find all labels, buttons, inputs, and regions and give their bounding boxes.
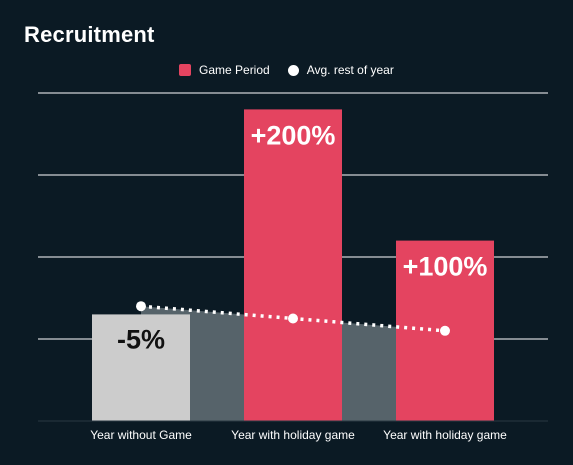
legend: Game Period Avg. rest of year — [179, 63, 412, 77]
data-label: +200% — [251, 120, 336, 150]
avg-point — [440, 325, 450, 336]
avg-point — [136, 301, 146, 312]
legend-item-game-period[interactable]: Game Period — [179, 63, 270, 77]
legend-swatch-dot — [287, 64, 299, 76]
data-label: -5% — [117, 324, 165, 354]
avg-point — [288, 313, 298, 324]
bar — [92, 314, 190, 421]
legend-swatch-bar — [179, 64, 191, 76]
x-tick-label: Year with holiday game — [231, 428, 355, 442]
x-tick-label: Year with holiday game — [383, 428, 507, 442]
x-tick-label: Year without Game — [90, 428, 192, 442]
legend-label-avg-rest: Avg. rest of year — [306, 63, 394, 77]
legend-label-game-period: Game Period — [199, 63, 270, 77]
data-label: +100% — [403, 252, 488, 282]
legend-item-avg-rest[interactable]: Avg. rest of year — [287, 63, 394, 77]
bar — [244, 109, 342, 422]
chart-title: Recruitment — [24, 22, 155, 47]
